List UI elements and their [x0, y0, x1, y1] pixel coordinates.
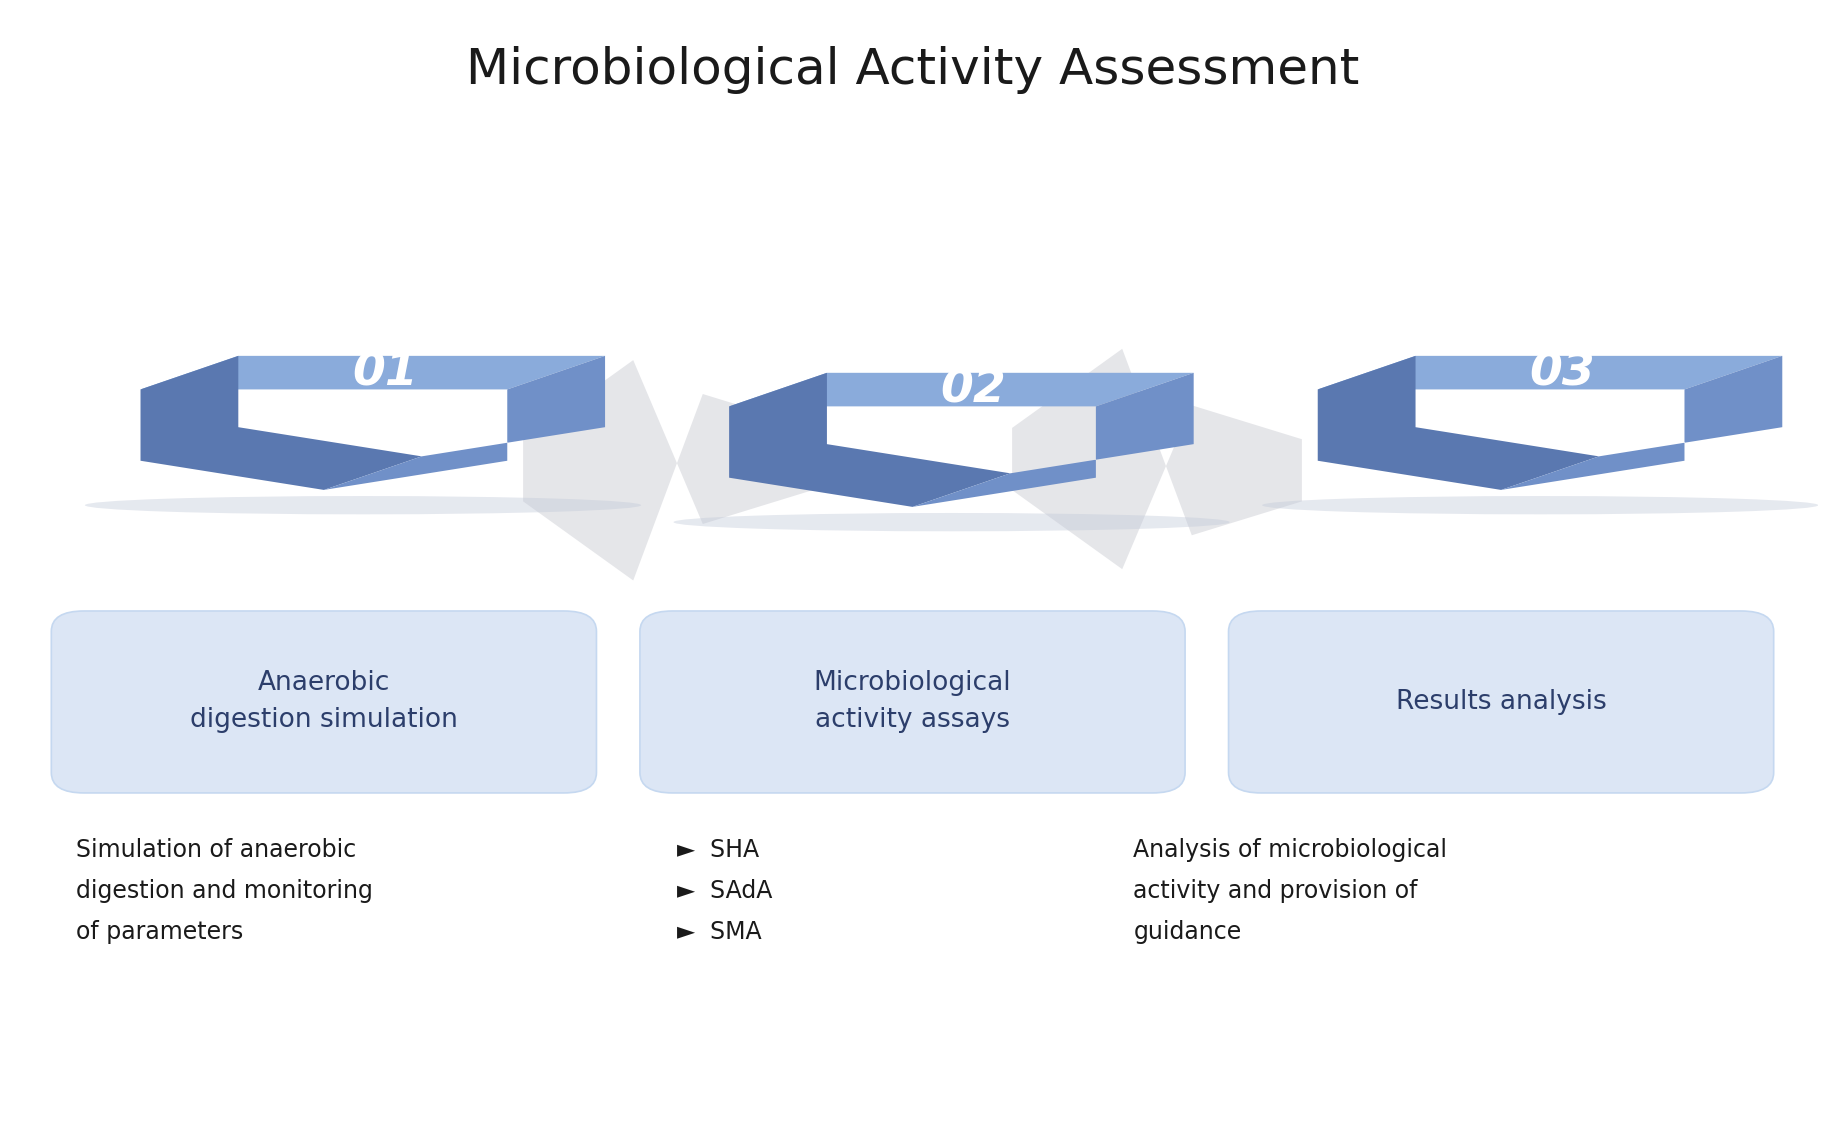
Text: Anaerobic
digestion simulation: Anaerobic digestion simulation [190, 670, 458, 733]
FancyBboxPatch shape [1228, 611, 1774, 793]
Text: Results analysis: Results analysis [1396, 689, 1606, 715]
Ellipse shape [673, 513, 1230, 531]
Text: 01: 01 [352, 350, 418, 395]
Polygon shape [730, 373, 1194, 406]
Text: 03: 03 [1529, 350, 1595, 395]
Text: Microbiological
activity assays: Microbiological activity assays [814, 670, 1011, 733]
Text: Analysis of microbiological
activity and provision of
guidance: Analysis of microbiological activity and… [1133, 837, 1447, 944]
Polygon shape [141, 356, 422, 490]
Polygon shape [1013, 349, 1301, 570]
Polygon shape [323, 356, 606, 490]
Polygon shape [1502, 356, 1783, 490]
Polygon shape [141, 356, 606, 389]
Text: Microbiological Activity Assessment: Microbiological Activity Assessment [465, 47, 1360, 95]
FancyBboxPatch shape [51, 611, 597, 793]
Polygon shape [730, 373, 1011, 507]
Text: ►  SHA
►  SAdA
►  SMA: ► SHA ► SAdA ► SMA [677, 837, 772, 944]
Ellipse shape [86, 496, 641, 515]
Polygon shape [912, 373, 1194, 507]
Polygon shape [524, 360, 812, 580]
FancyBboxPatch shape [641, 611, 1184, 793]
Ellipse shape [1263, 496, 1818, 515]
Polygon shape [1318, 356, 1783, 389]
Text: 02: 02 [940, 367, 1007, 412]
Polygon shape [1318, 356, 1599, 490]
Text: Simulation of anaerobic
digestion and monitoring
of parameters: Simulation of anaerobic digestion and mo… [77, 837, 372, 944]
